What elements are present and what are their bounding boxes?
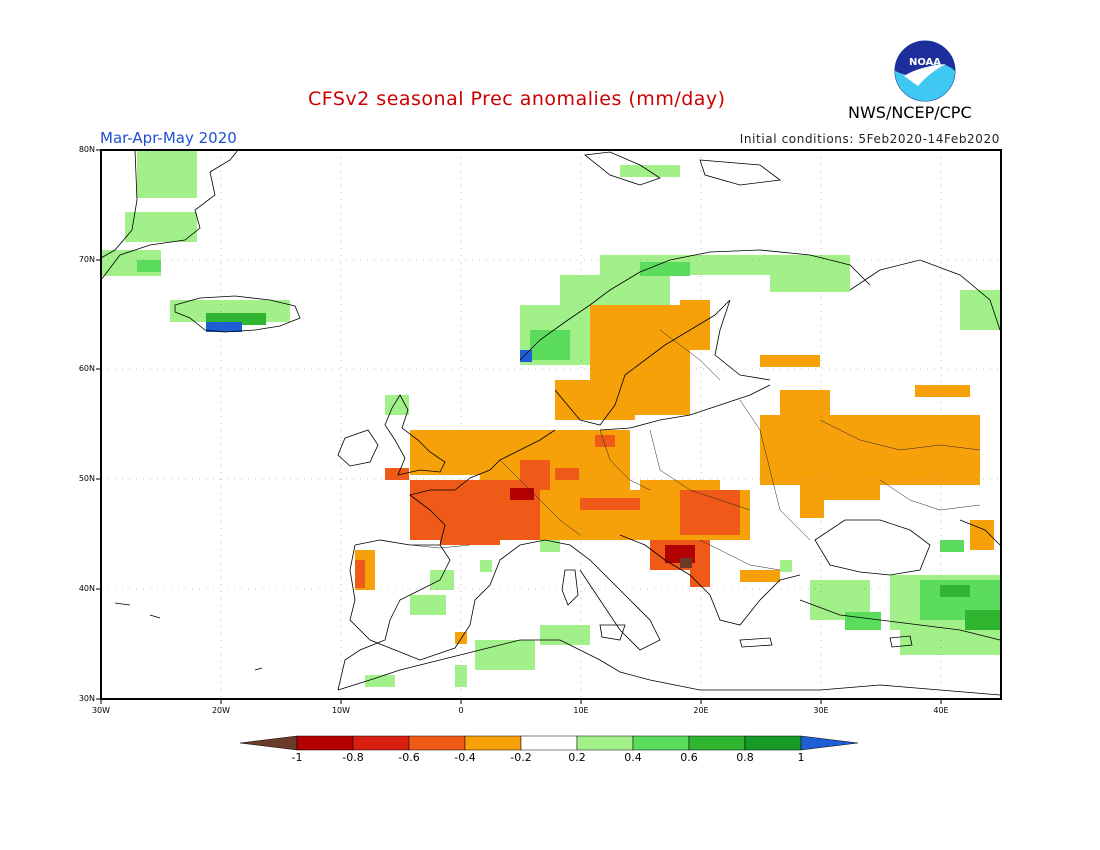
lat-label: 40N — [78, 584, 95, 593]
anomaly-field — [101, 150, 1000, 687]
colorbar-label: -0.4 — [454, 751, 476, 764]
colorbar-bin — [744, 735, 802, 751]
colorbar-bin — [576, 735, 634, 751]
lat-label: 80N — [78, 145, 95, 154]
gridlines — [101, 150, 1001, 699]
forecast-period: Mar-Apr-May 2020 — [100, 129, 237, 147]
colorbar-label: -0.8 — [342, 751, 364, 764]
colorbar-label: -0.2 — [510, 751, 532, 764]
svg-text:NOAA: NOAA — [909, 57, 941, 68]
chart-title: CFSv2 seasonal Prec anomalies (mm/day) — [308, 88, 726, 110]
colorbar-bin — [464, 735, 522, 751]
colorbar-bin — [296, 735, 354, 751]
colorbar-label: -1 — [291, 751, 303, 764]
colorbar-arrow-right — [800, 735, 859, 751]
colorbar-bin — [632, 735, 690, 751]
lon-label: 40E — [933, 706, 949, 715]
colorbar-label: 0.4 — [624, 751, 642, 764]
lat-label: 50N — [78, 474, 95, 483]
axis-ticks — [96, 149, 942, 704]
lon-label: 20W — [211, 706, 231, 715]
lon-label: 0 — [458, 706, 464, 715]
lat-label: 60N — [78, 364, 95, 373]
lon-label: 20E — [693, 706, 709, 715]
initial-conditions: Initial conditions: 5Feb2020-14Feb2020 — [739, 132, 1000, 146]
coastlines — [100, 149, 1001, 696]
colorbar-label: 0.8 — [736, 751, 754, 764]
colorbar-bin — [408, 735, 466, 751]
lon-label: 10W — [331, 706, 351, 715]
lon-label: 10E — [573, 706, 589, 715]
country-borders — [409, 329, 981, 571]
lon-label: 30E — [813, 706, 829, 715]
colorbar-label: 1 — [797, 751, 805, 764]
lon-label: 30W — [91, 706, 111, 715]
colorbar-label: 0.2 — [568, 751, 586, 764]
colorbar — [239, 735, 859, 751]
colorbar-arrow-left — [239, 735, 298, 751]
colorbar-bin — [352, 735, 410, 751]
colorbar-bin — [688, 735, 746, 751]
agency-label: NWS/NCEP/CPC — [848, 103, 972, 122]
colorbar-label: 0.6 — [680, 751, 698, 764]
noaa-logo-icon: NOAA — [894, 40, 956, 102]
map-frame — [100, 149, 1002, 700]
colorbar-bin — [520, 735, 578, 751]
colorbar-label: -0.6 — [398, 751, 420, 764]
lat-label: 30N — [78, 694, 95, 703]
lat-label: 70N — [78, 255, 95, 264]
